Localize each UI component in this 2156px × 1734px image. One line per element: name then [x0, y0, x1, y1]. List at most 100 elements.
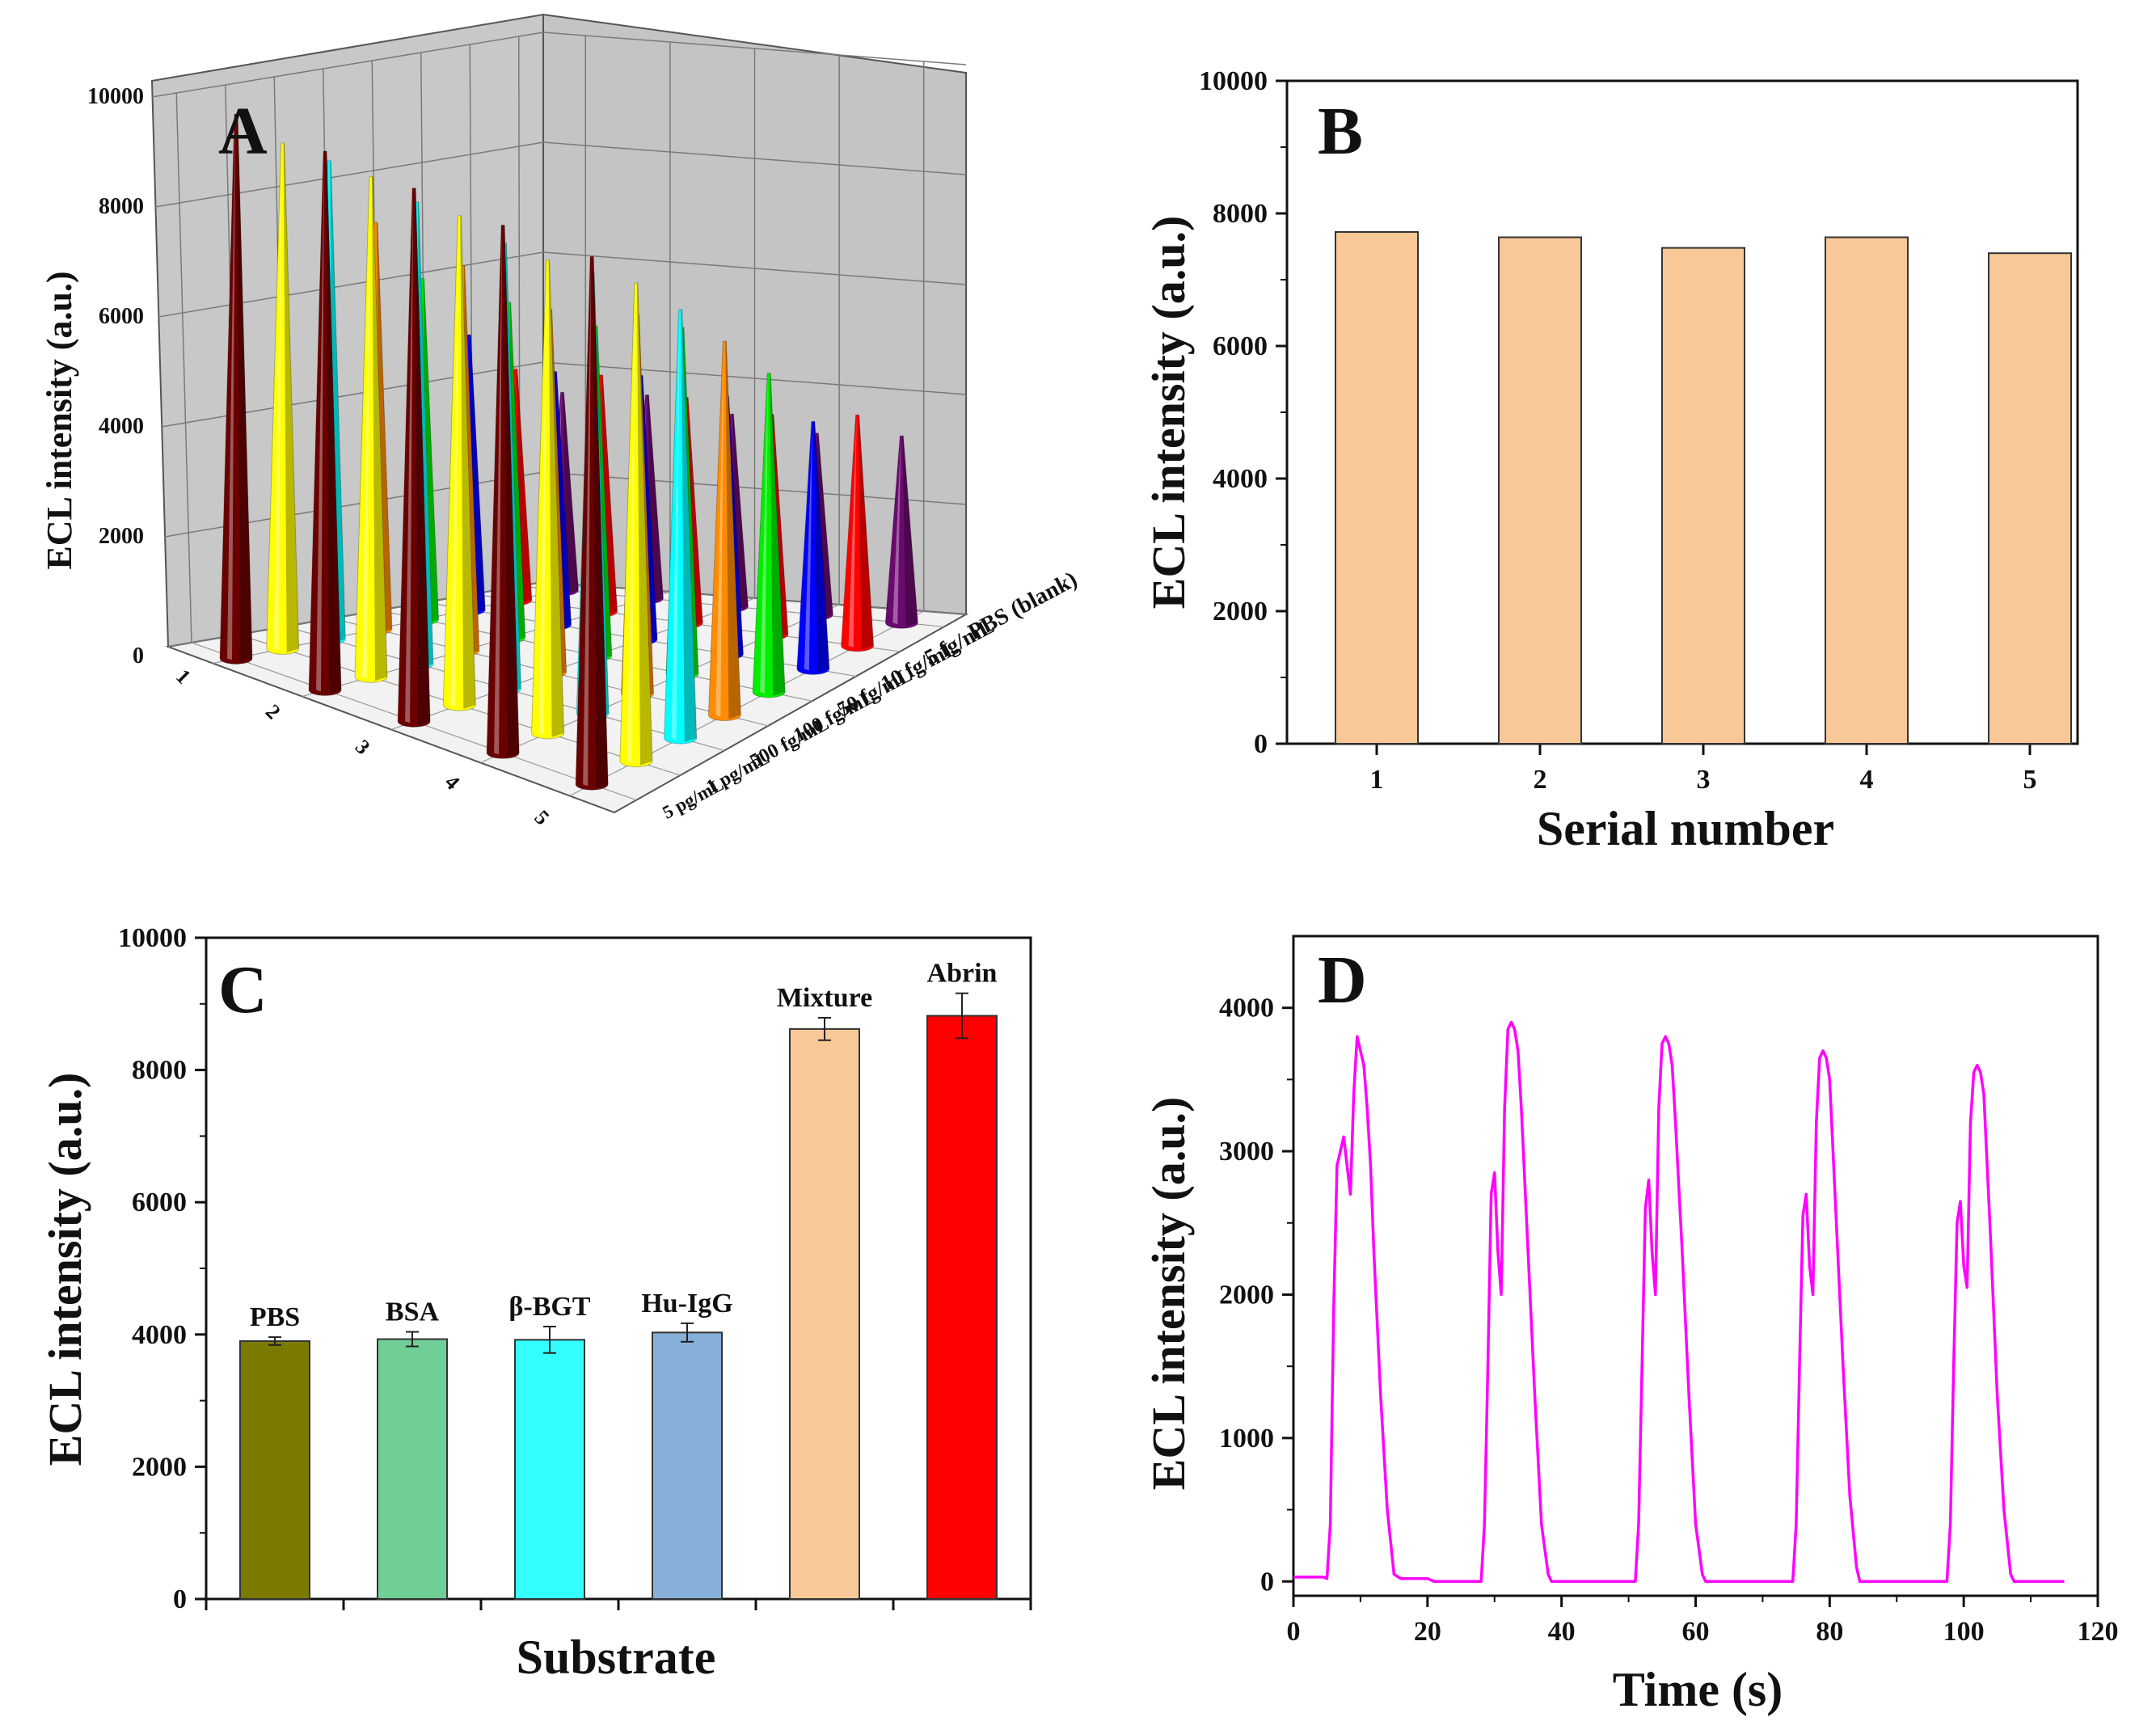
panel-c-label: C	[218, 952, 268, 1027]
panel-a-cone	[619, 282, 653, 768]
panel-a-cone	[707, 340, 741, 722]
panel-a-cone-shade	[593, 256, 609, 789]
panel-d-x-tick-label: 20	[1414, 1617, 1441, 1647]
panel-d-y-tick-label: 2000	[1219, 1280, 1274, 1310]
panel-c-bar	[239, 1340, 310, 1600]
panel-a-x-tick-label: 1	[171, 664, 196, 689]
panel-a-cone-body	[266, 142, 300, 655]
panel-a-cone-highlight	[715, 341, 724, 717]
panel-c-bar-label: Abrin	[927, 959, 998, 989]
panel-a-cone	[752, 373, 786, 698]
panel-a-cone-shade	[460, 215, 476, 710]
panel-c-y-tick-label: 0	[173, 1584, 187, 1614]
panel-b-x-tick-label: 3	[1697, 765, 1711, 795]
panel-a-x-tick-label: 2	[261, 700, 285, 724]
panel-b-bar	[1825, 236, 1909, 745]
panel-d-x-tick-label: 120	[2078, 1617, 2119, 1647]
panel-c-bar-label: BSA	[386, 1297, 440, 1327]
panel-c-y-tick-label: 2000	[132, 1452, 187, 1482]
panel-b-y-tick-label: 2000	[1213, 597, 1268, 627]
panel-a-cone-highlight	[892, 436, 901, 625]
panel-a-cone-shade	[725, 341, 741, 719]
panel-a-cone-highlight	[227, 114, 236, 660]
panel-c: 0 2000 4000 6000 8000 10000 PBS BSA β-BGT Hu-IgG…	[39, 923, 1032, 1684]
panel-a-gridline-side	[154, 141, 544, 208]
panel-b-y-tick-label: 8000	[1213, 199, 1268, 229]
panel-c-y-axis-label: ECL intensity (a.u.)	[39, 1073, 91, 1466]
panel-a-cone-shade	[858, 415, 874, 650]
panel-a-cone-highlight	[760, 373, 769, 694]
panel-a-cone	[219, 113, 253, 664]
panel-a-cone-highlight	[671, 309, 680, 740]
panel-c-y-tick-label: 4000	[132, 1320, 187, 1350]
panel-a-cone-body	[442, 215, 476, 711]
panel-c-bar	[789, 1027, 860, 1601]
panel-a-cone-highlight	[450, 215, 459, 707]
panel-d-x-tick-label: 40	[1548, 1617, 1576, 1647]
panel-a-gridline-side	[161, 361, 544, 428]
panel-a-cone-body	[841, 414, 875, 652]
panel-d-label: D	[1318, 943, 1367, 1018]
panel-d-y-tick-label: 0	[1260, 1567, 1274, 1597]
panel-b-x-axis-label: Serial number	[1537, 802, 1834, 855]
panel-c-y-tick-label: 10000	[118, 923, 187, 953]
panel-a-x-tick-label: 3	[351, 735, 375, 759]
panel-a-cones	[219, 113, 918, 791]
panel-c-frame	[205, 936, 1032, 1601]
panel-b-y-tick-label: 4000	[1213, 464, 1268, 494]
panel-a-cone	[664, 309, 698, 745]
panel-a-cone	[884, 435, 918, 629]
panel-a-cone-body	[531, 259, 565, 740]
panel-a-cone-body	[219, 113, 253, 664]
panel-a-gridline-side-vertical	[175, 92, 192, 643]
panel-c-bar-label: Hu-IgG	[641, 1289, 732, 1318]
panel-a-cone	[486, 224, 520, 759]
panel-b-x-tick-label: 2	[1534, 765, 1547, 795]
panel-a-cone-body	[707, 340, 741, 722]
panel-a-y-tick-label: 10000	[87, 84, 144, 109]
panel-b-bars	[1335, 230, 2072, 745]
panel-a-cone-shade	[548, 260, 564, 737]
panel-a-cone-body	[486, 224, 520, 759]
panel-a-cone-body	[619, 282, 653, 768]
panel-a-cone-shade	[371, 176, 387, 681]
panel-a-cone	[531, 259, 565, 740]
panel-d-ticks: 0 1000 2000 3000 4000 0 20 40 60 80 100 120	[1219, 994, 2119, 1647]
panel-a-gridline-side	[158, 251, 544, 318]
panel-c-y-tick-label: 6000	[132, 1188, 187, 1217]
panel-a-cone-body	[884, 435, 918, 629]
panel-b-x-tick-label: 1	[1370, 765, 1384, 795]
panel-a-cone-highlight	[361, 176, 370, 679]
panel-b-x-tick-label: 4	[1860, 765, 1874, 795]
panel-b-bar	[1988, 252, 2072, 745]
panel-c-bars: PBS BSA β-BGT Hu-IgG Mixture Abrin	[239, 959, 998, 1601]
panel-a-cone-body	[354, 175, 388, 683]
panel-a-cone-shade	[681, 309, 697, 743]
panel-c-bar	[926, 1015, 998, 1601]
panel-a-cone	[397, 188, 431, 728]
panel-a-cone-highlight	[627, 283, 635, 763]
panel-a-cone-body	[752, 373, 786, 698]
panel-b-ticks: 0 2000 4000 6000 8000 10000 1 2 3 4 5	[1199, 66, 2037, 795]
panel-c-bar	[514, 1339, 585, 1600]
panel-c-y-tick-label: 8000	[132, 1056, 187, 1086]
panel-d-frame	[1292, 935, 2099, 1597]
panel-b-bar	[1498, 236, 1582, 745]
panel-a-cone	[796, 420, 830, 675]
panel-d-x-tick-label: 60	[1682, 1617, 1710, 1647]
panel-a-cone	[442, 215, 476, 711]
panel-a-side-wall	[150, 13, 544, 648]
panel-d-y-tick-label: 3000	[1219, 1137, 1274, 1167]
panel-a-cone-body	[397, 188, 431, 728]
panel-a-cone-shade	[283, 142, 299, 653]
panel-a-cone-shade	[636, 283, 652, 766]
panel-a-cone	[575, 255, 609, 791]
panel-b: 0 2000 4000 6000 8000 10000 1 2 3 4 5 Serial numbe…	[1142, 66, 2079, 855]
panel-a-cone-body	[575, 255, 609, 791]
panel-a-cone-highlight	[273, 142, 282, 651]
panel-a-cone-shade	[902, 436, 918, 627]
panel-d-y-tick-label: 1000	[1219, 1424, 1274, 1453]
panel-a-gridline-side	[151, 32, 544, 98]
